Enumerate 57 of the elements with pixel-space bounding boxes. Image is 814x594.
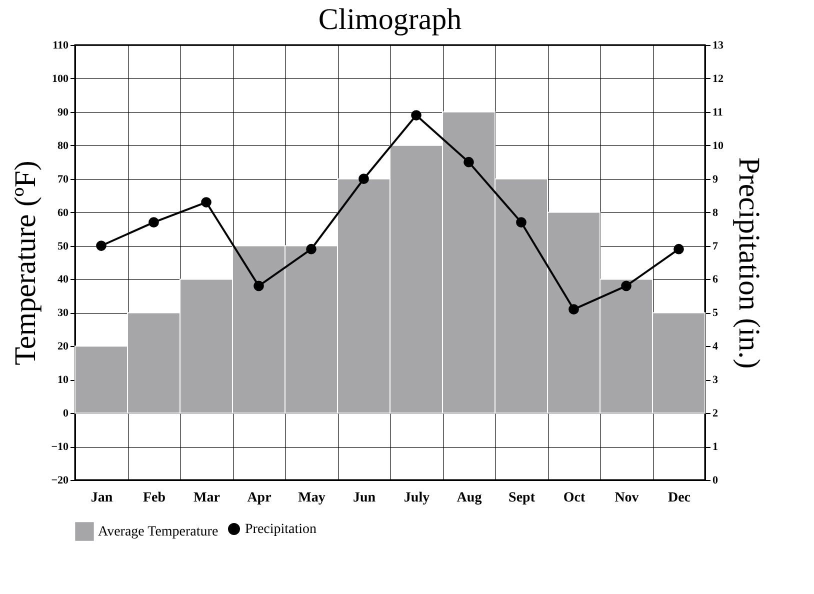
chart-title: Climograph bbox=[318, 3, 462, 36]
x-tick-label: Sept bbox=[508, 490, 536, 506]
x-tick-label: May bbox=[298, 490, 326, 506]
point bbox=[358, 174, 369, 184]
y-tick-label: 100 bbox=[52, 72, 69, 85]
y-tick-label: 10 bbox=[58, 374, 69, 386]
y-tick-label: 50 bbox=[58, 240, 69, 252]
y-tick-label: 110 bbox=[52, 40, 69, 52]
y-tick-label: 90 bbox=[58, 106, 69, 118]
point bbox=[568, 304, 579, 315]
y2-tick-label: 9 bbox=[712, 173, 718, 186]
y-tick-label: 0 bbox=[63, 408, 69, 420]
x-tick-label: Oct bbox=[563, 490, 586, 506]
point bbox=[96, 240, 106, 251]
y2-tick-label: 2 bbox=[712, 408, 718, 420]
x-tick-label: Mar bbox=[194, 490, 220, 506]
y-tick-label: 60 bbox=[58, 206, 69, 219]
y2-tick-label: 4 bbox=[712, 340, 718, 353]
legend-label: Average Temperature bbox=[98, 524, 218, 540]
y2-tick-label: 7 bbox=[712, 240, 718, 252]
x-tick-label: Dec bbox=[668, 490, 691, 506]
y-tick-label: −10 bbox=[51, 441, 69, 454]
x-tick-label: Feb bbox=[142, 490, 166, 506]
y2-axis-title: Precipitation (in.) bbox=[732, 157, 766, 369]
x-tick-label: Jan bbox=[90, 490, 113, 506]
y-tick-label: 40 bbox=[58, 274, 69, 286]
x-tick-label: Aug bbox=[456, 490, 482, 506]
y2-tick-label: 11 bbox=[712, 106, 723, 118]
point bbox=[621, 280, 632, 292]
point bbox=[411, 110, 422, 120]
point bbox=[306, 244, 316, 254]
y-tick-label: 30 bbox=[58, 307, 69, 320]
x-tick-label: Apr bbox=[247, 490, 272, 506]
x-tick-label: Jun bbox=[352, 490, 376, 506]
y2-tick-label: 1 bbox=[712, 441, 718, 454]
y2-tick-label: 8 bbox=[712, 206, 718, 219]
y-axis-title: Temperature (ºF) bbox=[9, 160, 42, 366]
y-tick-label: −20 bbox=[51, 474, 69, 486]
y2-tick-label: 0 bbox=[712, 474, 718, 486]
y-tick-label: 70 bbox=[58, 173, 69, 186]
point bbox=[464, 156, 474, 168]
point bbox=[201, 197, 212, 208]
point bbox=[516, 217, 526, 228]
y2-tick-label: 3 bbox=[712, 374, 718, 386]
y-tick-label: 80 bbox=[58, 140, 69, 152]
point bbox=[148, 217, 159, 228]
y2-tick-label: 12 bbox=[712, 72, 724, 85]
point bbox=[674, 244, 684, 254]
x-tick-label: July bbox=[404, 490, 430, 506]
y2-tick-label: 6 bbox=[712, 274, 718, 286]
point bbox=[254, 280, 264, 292]
legend-label: Precipitation bbox=[245, 522, 317, 537]
y-tick-label: 20 bbox=[58, 340, 69, 353]
y2-tick-label: 13 bbox=[712, 40, 724, 52]
x-tick-label: Nov bbox=[614, 490, 639, 506]
y2-tick-label: 10 bbox=[712, 140, 724, 152]
y2-tick-label: 5 bbox=[712, 307, 718, 320]
